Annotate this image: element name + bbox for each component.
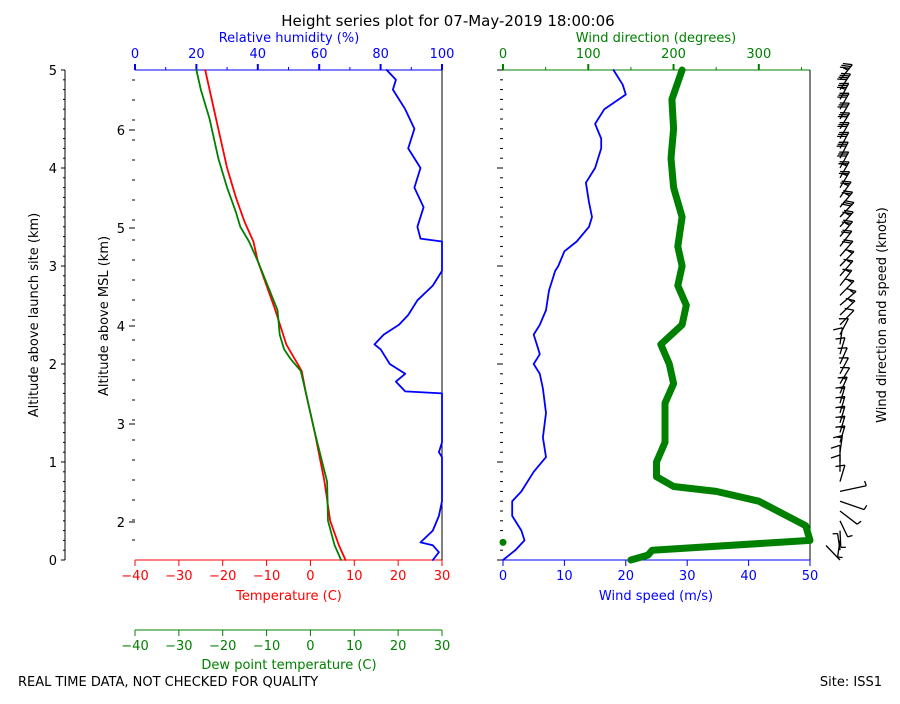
wind-barb: [838, 161, 850, 179]
launch-altitude-tick-label: 1: [49, 456, 57, 471]
rh-axis-label: Relative humidity (%): [219, 31, 360, 46]
wind-barb: [839, 209, 854, 228]
wind-speed-tick-label: 40: [740, 569, 757, 584]
wind-speed-axis-label: Wind speed (m/s): [599, 589, 713, 604]
launch-altitude-tick-label: 0: [49, 554, 57, 569]
wind-speed-tick-label: 0: [499, 569, 507, 584]
launch-altitude-tick-label: 5: [49, 64, 57, 79]
dewpoint-tick-label: −20: [209, 639, 236, 654]
wind-barb: [837, 112, 851, 130]
wind-barb: [839, 366, 851, 384]
temperature-tick-label: −40: [121, 569, 148, 584]
temperature-tick-label: −20: [209, 569, 236, 584]
wind-barb: [839, 288, 857, 306]
wind-barb: [839, 278, 855, 296]
temperature-tick-label: 20: [390, 569, 407, 584]
launch-altitude-tick-label: 3: [49, 260, 57, 275]
temperature-tick-label: 10: [346, 569, 363, 584]
wind-speed-tick-label: 50: [802, 569, 819, 584]
rh-series: [373, 69, 443, 561]
wind-barb: [835, 337, 846, 355]
rh-tick-label: 0: [131, 47, 139, 62]
temperature-series: [204, 69, 347, 561]
quality-disclaimer: REAL TIME DATA, NOT CHECKED FOR QUALITY: [18, 675, 318, 690]
dewpoint-series: [195, 69, 342, 561]
wind-barb: [838, 357, 849, 375]
dewpoint-tick-label: −40: [121, 639, 148, 654]
temperature-tick-label: −10: [253, 569, 280, 584]
wind-barb: [837, 376, 848, 394]
wind-barb: [839, 229, 853, 247]
rh-tick-label: 40: [250, 47, 267, 62]
wind-barb-axis-label: Wind direction and speed (knots): [875, 207, 890, 423]
wind-barb: [830, 444, 841, 462]
msl-tick-label: 6: [117, 124, 125, 139]
launch-altitude-tick-label: 4: [49, 162, 57, 177]
temperature-tick-label: −30: [165, 569, 192, 584]
wind-speed-tick-label: 10: [556, 569, 573, 584]
wind-barb: [839, 520, 853, 538]
wind-direction-tick-label: 0: [499, 47, 507, 62]
msl-tick-label: 3: [117, 418, 125, 433]
wind-direction-axis-label: Wind direction (degrees): [576, 31, 736, 46]
wind-barb: [839, 510, 862, 525]
site-label: Site: ISS1: [820, 675, 882, 690]
temperature-axis-label: Temperature (C): [235, 589, 342, 604]
rh-tick-label: 80: [372, 47, 389, 62]
wind-speed-tick-label: 20: [618, 569, 635, 584]
rh-tick-label: 100: [430, 47, 455, 62]
wind-barb: [839, 258, 854, 277]
wind-barb: [839, 199, 855, 218]
near-surface-wind-dot: [499, 538, 507, 546]
wind-direction-tick-label: 300: [746, 47, 771, 62]
dewpoint-tick-label: 10: [346, 639, 363, 654]
msl-tick-label: 4: [117, 320, 125, 335]
wind-barb: [839, 219, 854, 238]
wind-barb: [839, 500, 868, 511]
msl-tick-label: 5: [117, 222, 125, 237]
rh-tick-label: 20: [188, 47, 205, 62]
wind-barb: [837, 92, 850, 110]
wind-direction-series: [627, 66, 814, 564]
rh-tick-label: 60: [311, 47, 328, 62]
wind-barb: [839, 248, 855, 267]
dewpoint-tick-label: 0: [306, 639, 314, 654]
chart-title: Height series plot for 07-May-2019 18:00…: [281, 12, 614, 30]
wind-barb: [838, 170, 851, 188]
wind-barb: [839, 190, 854, 208]
dewpoint-tick-label: 30: [434, 639, 451, 654]
msl-tick-label: 2: [117, 516, 125, 531]
wind-barb: [839, 62, 853, 81]
launch-altitude-axis-label: Altitude above launch site (km): [27, 213, 42, 417]
wind-direction-tick-label: 100: [576, 47, 601, 62]
wind-speed-tick-label: 30: [679, 569, 696, 584]
temperature-tick-label: 0: [306, 569, 314, 584]
wind-barb: [835, 425, 846, 443]
dewpoint-tick-label: 20: [390, 639, 407, 654]
wind-barb: [839, 530, 846, 549]
wind-barb: [839, 180, 852, 198]
wind-barb: [839, 268, 853, 286]
dewpoint-tick-label: −10: [253, 639, 280, 654]
wind-barb: [836, 540, 843, 559]
wind-barb: [837, 151, 850, 169]
wind-barb: [837, 102, 850, 120]
dewpoint-tick-label: −30: [165, 639, 192, 654]
wind-barb: [839, 480, 867, 493]
wind-barb: [830, 454, 841, 472]
wind-speed-series: [502, 69, 627, 561]
wind-direction-tick-label: 200: [661, 47, 686, 62]
temperature-tick-label: 30: [434, 569, 451, 584]
dewpoint-axis-label: Dew point temperature (C): [201, 658, 376, 673]
msl-altitude-axis-label: Altitude above MSL (km): [97, 236, 112, 396]
launch-altitude-tick-label: 2: [49, 358, 57, 373]
wind-barb: [833, 327, 844, 345]
